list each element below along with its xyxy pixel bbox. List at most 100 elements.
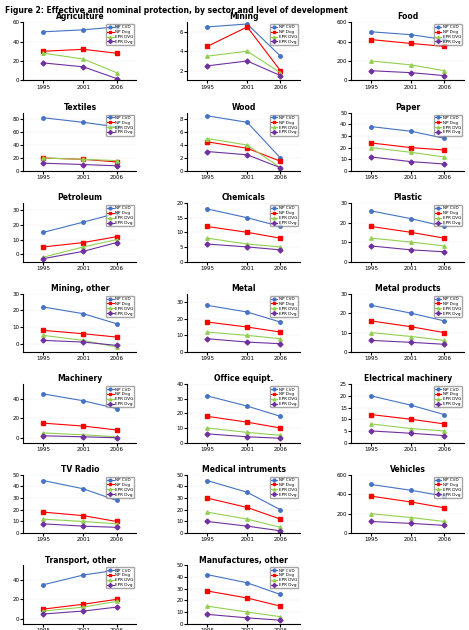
- Line: NP Dvg: NP Dvg: [42, 48, 118, 55]
- Line: EPR DVG: EPR DVG: [42, 517, 118, 525]
- NP CVD: [41, 229, 46, 236]
- NP CVD: [369, 392, 374, 399]
- Line: EPR DVG: EPR DVG: [205, 330, 282, 340]
- EPR Dvg: [204, 335, 210, 343]
- NP Dvg: [441, 234, 447, 242]
- EPR DVG: [244, 47, 250, 55]
- Title: Machinery: Machinery: [57, 374, 103, 384]
- Line: NP Dvg: NP Dvg: [370, 319, 446, 335]
- EPR DVG: [81, 156, 86, 163]
- NP CVD: [81, 310, 86, 318]
- Line: EPR DVG: EPR DVG: [205, 604, 282, 619]
- NP CVD: [369, 481, 374, 488]
- Legend: NP CVD, NP Dvg, EPR DVG, EPR Dvg: NP CVD, NP Dvg, EPR DVG, EPR Dvg: [270, 477, 298, 498]
- NP CVD: [408, 486, 414, 494]
- NP CVD: [204, 23, 210, 31]
- NP CVD: [244, 118, 250, 126]
- NP Dvg: [244, 594, 250, 602]
- Line: EPR DVG: EPR DVG: [205, 510, 282, 529]
- NP Dvg: [41, 420, 46, 427]
- Line: EPR DVG: EPR DVG: [370, 236, 446, 248]
- NP Dvg: [204, 138, 210, 146]
- NP Dvg: [408, 323, 414, 331]
- EPR DVG: [278, 432, 283, 439]
- NP Dvg: [204, 223, 210, 231]
- Line: NP Dvg: NP Dvg: [205, 25, 282, 72]
- NP Dvg: [441, 43, 447, 50]
- NP Dvg: [41, 508, 46, 516]
- EPR Dvg: [113, 434, 119, 442]
- Line: NP Dvg: NP Dvg: [42, 235, 118, 249]
- NP CVD: [81, 485, 86, 493]
- EPR DVG: [204, 234, 210, 242]
- EPR Dvg: [113, 162, 119, 169]
- EPR DVG: [244, 141, 250, 149]
- NP CVD: [41, 303, 46, 311]
- NP Dvg: [81, 45, 86, 53]
- EPR DVG: [278, 613, 283, 621]
- EPR Dvg: [441, 522, 447, 529]
- Line: NP CVD: NP CVD: [205, 114, 282, 160]
- NP Dvg: [113, 49, 119, 57]
- Title: Medical intruments: Medical intruments: [202, 465, 286, 474]
- Line: NP Dvg: NP Dvg: [205, 496, 282, 521]
- EPR Dvg: [278, 72, 283, 79]
- EPR Dvg: [369, 518, 374, 525]
- NP CVD: [369, 207, 374, 215]
- EPR DVG: [113, 157, 119, 164]
- NP Dvg: [81, 512, 86, 519]
- NP Dvg: [113, 333, 119, 341]
- NP CVD: [441, 317, 447, 324]
- EPR Dvg: [113, 524, 119, 531]
- EPR DVG: [113, 433, 119, 440]
- Title: Electrical machinery: Electrical machinery: [363, 374, 452, 384]
- NP Dvg: [278, 515, 283, 523]
- NP CVD: [369, 302, 374, 309]
- EPR DVG: [113, 343, 119, 351]
- NP CVD: [441, 411, 447, 418]
- Legend: NP CVD, NP Dvg, EPR DVG, EPR Dvg: NP CVD, NP Dvg, EPR DVG, EPR Dvg: [434, 24, 462, 45]
- Line: NP CVD: NP CVD: [42, 479, 118, 502]
- NP Dvg: [81, 156, 86, 163]
- Line: EPR DVG: EPR DVG: [42, 238, 118, 259]
- EPR DVG: [244, 331, 250, 339]
- Line: NP CVD: NP CVD: [205, 394, 282, 418]
- EPR Dvg: [81, 522, 86, 530]
- EPR Dvg: [41, 59, 46, 67]
- EPR DVG: [369, 329, 374, 336]
- EPR DVG: [369, 420, 374, 428]
- EPR Dvg: [204, 610, 210, 618]
- EPR DVG: [244, 608, 250, 616]
- EPR Dvg: [278, 164, 283, 171]
- EPR Dvg: [81, 338, 86, 346]
- EPR DVG: [113, 69, 119, 76]
- Title: Wood: Wood: [232, 103, 256, 112]
- Line: NP Dvg: NP Dvg: [42, 598, 118, 611]
- EPR DVG: [204, 328, 210, 336]
- Line: NP CVD: NP CVD: [370, 30, 446, 42]
- EPR DVG: [41, 607, 46, 615]
- NP Dvg: [408, 144, 414, 151]
- EPR Dvg: [204, 430, 210, 438]
- NP CVD: [204, 302, 210, 309]
- EPR DVG: [369, 57, 374, 65]
- NP CVD: [113, 404, 119, 412]
- NP Dvg: [244, 229, 250, 236]
- Legend: NP CVD, NP Dvg, EPR DVG, EPR Dvg: NP CVD, NP Dvg, EPR DVG, EPR Dvg: [106, 477, 135, 498]
- Title: Vehicles: Vehicles: [390, 465, 426, 474]
- EPR Dvg: [408, 430, 414, 437]
- Title: Textiles: Textiles: [63, 103, 97, 112]
- NP CVD: [204, 477, 210, 484]
- NP CVD: [41, 28, 46, 35]
- NP Dvg: [81, 600, 86, 608]
- EPR DVG: [204, 508, 210, 516]
- NP CVD: [408, 309, 414, 317]
- NP CVD: [244, 308, 250, 316]
- NP CVD: [369, 123, 374, 130]
- NP CVD: [278, 318, 283, 326]
- Line: EPR Dvg: EPR Dvg: [370, 429, 446, 437]
- EPR Dvg: [41, 520, 46, 527]
- EPR DVG: [41, 429, 46, 437]
- NP CVD: [244, 403, 250, 410]
- Legend: NP CVD, NP Dvg, EPR DVG, EPR Dvg: NP CVD, NP Dvg, EPR DVG, EPR Dvg: [270, 24, 298, 45]
